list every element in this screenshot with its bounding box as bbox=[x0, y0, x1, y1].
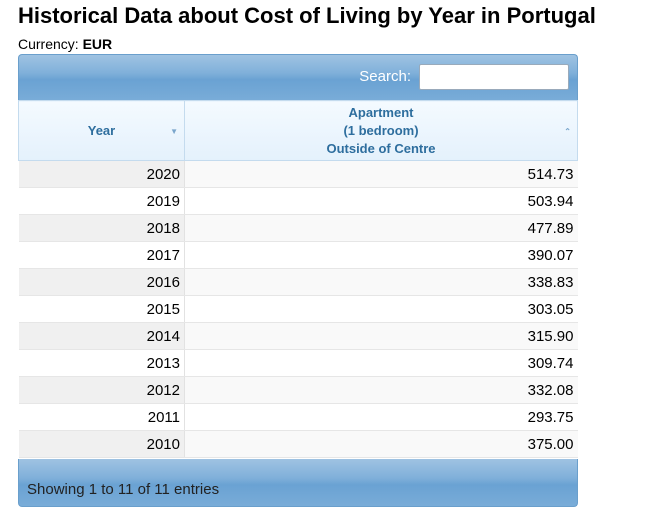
table-row: 2010 375.00 bbox=[18, 430, 578, 458]
top-toolbar: Search: bbox=[18, 54, 578, 100]
table-row: 2014 315.90 bbox=[18, 322, 578, 350]
value-cell: 477.89 bbox=[184, 214, 578, 242]
table-info: Showing 1 to 11 of 11 entries bbox=[27, 481, 220, 498]
header-row: Year ▼ Apartment (1 bedroom) Outside of … bbox=[18, 100, 578, 161]
table-body: 2020 514.73 2019 503.94 2018 477.89 2017 390… bbox=[18, 160, 578, 458]
value-cell: 338.83 bbox=[184, 268, 578, 296]
data-grid: Search: Year ▼ Apartment (1 bedroom) Out… bbox=[18, 54, 578, 507]
search-input[interactable] bbox=[419, 64, 569, 90]
table-row: 2016 338.83 bbox=[18, 268, 578, 296]
value-cell: 332.08 bbox=[184, 376, 578, 404]
value-cell: 309.74 bbox=[184, 349, 578, 377]
year-cell: 2013 bbox=[18, 349, 185, 377]
value-cell: 514.73 bbox=[184, 160, 578, 188]
value-cell: 303.05 bbox=[184, 295, 578, 323]
value-cell: 390.07 bbox=[184, 241, 578, 269]
year-cell: 2016 bbox=[18, 268, 185, 296]
table-row: 2019 503.94 bbox=[18, 187, 578, 215]
year-cell: 2011 bbox=[18, 403, 185, 431]
currency-line: Currency: EUR bbox=[18, 36, 112, 52]
value-cell: 315.90 bbox=[184, 322, 578, 350]
year-cell: 2020 bbox=[18, 160, 185, 188]
currency-label: Currency: bbox=[18, 36, 79, 52]
table-row: 2012 332.08 bbox=[18, 376, 578, 404]
value-cell: 375.00 bbox=[184, 430, 578, 458]
table-row: 2013 309.74 bbox=[18, 349, 578, 377]
column-header-year[interactable]: Year ▼ bbox=[18, 100, 185, 161]
year-cell: 2010 bbox=[18, 430, 185, 458]
sort-desc-icon: ▼ bbox=[170, 126, 178, 136]
sort-asc-icon: ⌃ bbox=[564, 126, 571, 136]
value-cell: 503.94 bbox=[184, 187, 578, 215]
search-label: Search: bbox=[359, 68, 411, 85]
bottom-toolbar: Showing 1 to 11 of 11 entries bbox=[18, 459, 578, 507]
table-row: 2020 514.73 bbox=[18, 160, 578, 188]
year-cell: 2015 bbox=[18, 295, 185, 323]
year-cell: 2012 bbox=[18, 376, 185, 404]
table-row: 2015 303.05 bbox=[18, 295, 578, 323]
year-cell: 2019 bbox=[18, 187, 185, 215]
column-header-label: Apartment (1 bedroom) Outside of Centre bbox=[326, 104, 436, 156]
table-row: 2017 390.07 bbox=[18, 241, 578, 269]
cost-table: Year ▼ Apartment (1 bedroom) Outside of … bbox=[18, 100, 578, 458]
table-row: 2018 477.89 bbox=[18, 214, 578, 242]
year-cell: 2017 bbox=[18, 241, 185, 269]
currency-value: EUR bbox=[82, 36, 113, 52]
value-cell: 293.75 bbox=[184, 403, 578, 431]
column-header-label: Year bbox=[87, 122, 116, 138]
year-cell: 2018 bbox=[18, 214, 185, 242]
column-header-apartment[interactable]: Apartment (1 bedroom) Outside of Centre … bbox=[184, 100, 578, 161]
page-title: Historical Data about Cost of Living by … bbox=[18, 3, 596, 28]
table-row: 2011 293.75 bbox=[18, 403, 578, 431]
year-cell: 2014 bbox=[18, 322, 185, 350]
